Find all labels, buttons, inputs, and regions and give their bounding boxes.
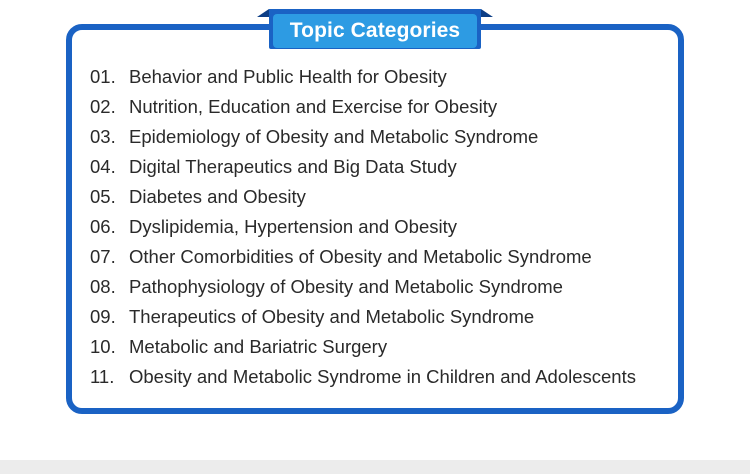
list-item: 04. Digital Therapeutics and Big Data Stu… xyxy=(90,152,636,182)
list-item: 10. Metabolic and Bariatric Surgery xyxy=(90,332,636,362)
topic-label: Behavior and Public Health for Obesity xyxy=(129,66,447,87)
topic-number: 07. xyxy=(90,246,116,267)
topic-label: Diabetes and Obesity xyxy=(129,186,306,207)
topic-number: 06. xyxy=(90,216,116,237)
list-item: 05. Diabetes and Obesity xyxy=(90,182,636,212)
topic-number: 08. xyxy=(90,276,116,297)
bottom-divider-bar xyxy=(0,460,750,474)
topic-number: 01. xyxy=(90,66,116,87)
topic-number: 09. xyxy=(90,306,116,327)
list-item: 09. Therapeutics of Obesity and Metabolic… xyxy=(90,302,636,332)
topic-number: 02. xyxy=(90,96,116,117)
header-title: Topic Categories xyxy=(273,14,477,48)
topic-label: Dyslipidemia, Hypertension and Obesity xyxy=(129,216,458,237)
list-item: 07. Other Comorbidities of Obesity and Me… xyxy=(90,242,636,272)
list-item: 01. Behavior and Public Health for Obesit… xyxy=(90,62,636,92)
topic-label: Nutrition, Education and Exercise for Ob… xyxy=(129,96,498,117)
topic-label: Pathophysiology of Obesity and Metabolic… xyxy=(129,276,563,297)
topic-label: Obesity and Metabolic Syndrome in Childr… xyxy=(129,366,636,387)
list-item: 06. Dyslipidemia, Hypertension and Obesit… xyxy=(90,212,636,242)
topic-categories-header: Topic Categories xyxy=(257,9,493,49)
list-item: 03. Epidemiology of Obesity and Metabolic… xyxy=(90,122,636,152)
topic-label: Metabolic and Bariatric Surgery xyxy=(129,336,388,357)
ribbon-fold-right xyxy=(481,9,493,17)
topic-number: 11. xyxy=(90,366,115,387)
list-item: 02. Nutrition, Education and Exercise for… xyxy=(90,92,636,122)
topic-number: 10. xyxy=(90,336,116,357)
topic-number: 03. xyxy=(90,126,116,147)
list-item: 08. Pathophysiology of Obesity and Metabo… xyxy=(90,272,636,302)
ribbon-fold-left xyxy=(257,9,269,17)
topic-list: 01. Behavior and Public Health for Obesit… xyxy=(90,62,636,392)
topic-label: Therapeutics of Obesity and Metabolic Sy… xyxy=(129,306,535,327)
topic-label: Epidemiology of Obesity and Metabolic Sy… xyxy=(129,126,539,147)
topic-number: 05. xyxy=(90,186,116,207)
topic-label: Other Comorbidities of Obesity and Metab… xyxy=(129,246,592,267)
topic-number: 04. xyxy=(90,156,116,177)
topic-label: Digital Therapeutics and Big Data Study xyxy=(129,156,457,177)
list-item: 11. Obesity and Metabolic Syndrome in Chi… xyxy=(90,362,636,392)
